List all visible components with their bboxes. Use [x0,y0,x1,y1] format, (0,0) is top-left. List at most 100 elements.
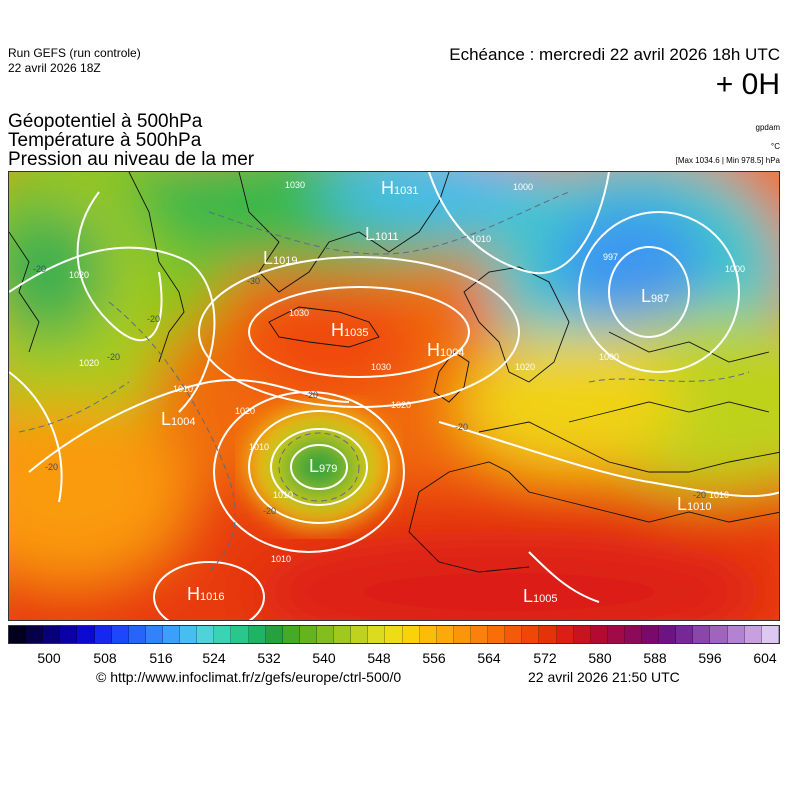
colorbar-swatch [590,626,608,643]
colorbar-swatch [556,626,574,643]
colorbar-swatch [710,626,728,643]
colorbar-label: 604 [753,650,777,666]
colorbar-swatch [162,626,181,643]
colorbar-label: 540 [312,650,336,666]
colorbar-swatch [385,626,403,643]
colorbar-swatch [26,626,44,643]
pressure-center: L1019 [263,248,298,268]
colorbar-swatch [214,626,232,643]
colorbar-label: 524 [202,650,226,666]
isotherm-label: -20 [263,506,277,516]
colorbar-label: 532 [257,650,281,666]
isotherm-label: -20 [455,422,469,432]
pressure-center: L1011 [365,224,399,244]
colorbar-swatch [744,626,762,643]
field-title-temperature: Température à 500hPa [8,130,202,151]
colorbar-swatch [539,626,557,643]
isobar-label: 1030 [289,308,310,318]
isobar-label: 1010 [249,442,270,452]
isotherms [18,191,750,573]
generation-time: 22 avril 2026 21:50 UTC [528,669,680,685]
source-credit: © http://www.infoclimat.fr/z/gefs/europe… [96,669,402,685]
colorbar-label: 556 [422,650,446,666]
colorbar-label: 548 [367,650,391,666]
colorbar-swatch [727,626,745,643]
run-date: 22 avril 2026 18Z [8,61,101,75]
colorbar-swatch [351,626,369,643]
isobar-label: 1020 [515,362,536,372]
isotherm-label: -30 [247,276,261,286]
colorbar-swatch [111,626,129,643]
colorbar-swatch [607,626,625,643]
forecast-valid-time: Echéance : mercredi 22 avril 2026 18h UT… [449,45,780,64]
isobar-label: 997 [603,252,619,262]
colorbar-swatch [128,626,146,643]
pressure-center: H1016 [187,584,225,604]
colorbar-swatch [43,626,61,643]
colorbar-swatch [624,626,643,643]
colorbar-swatch [522,626,540,643]
isotherm-label: -20 [45,462,59,472]
cut-off-low-field [249,407,389,527]
run-label: Run GEFS (run controle) [8,46,141,60]
field-title-pressure: Pression au niveau de la mer [8,149,255,170]
colorbar-swatch [488,626,506,643]
pressure-center: L1004 [161,409,196,429]
colorbar-swatch [761,626,779,643]
colorbar-swatch [316,626,335,643]
colorbar-label: 516 [149,650,173,666]
colorbar-label: 588 [643,650,667,666]
isotherm-label: -20 [305,390,319,400]
isobar-label: 1010 [471,234,492,244]
isotherm-label: -20 [33,264,47,274]
isobars [9,172,779,620]
field-title-geopotential: Géopotentiel à 500hPa [8,111,203,132]
weather-map: H1031 L1011 L1019 H1035 H1004 L1004 L979… [8,171,780,621]
colorbar-swatch [180,626,198,643]
isobar-label: 1020 [235,406,256,416]
pressure-center: L987 [641,286,670,306]
colorbar-label: 572 [533,650,557,666]
colorbar-swatch [368,626,386,643]
colorbar-swatch [453,626,471,643]
coastlines [9,172,779,573]
colorbar-swatch [94,626,112,643]
colorbar-swatch [231,626,249,643]
isotherm-label: -20 [107,352,121,362]
colorbar-swatch [77,626,95,643]
colorbar-swatch [334,626,352,643]
isobar-label: 1020 [391,400,412,410]
colorbar-swatch [419,626,437,643]
colorbar-label: 500 [37,650,61,666]
colorbar-swatch [573,626,591,643]
isobar-label: 1020 [69,270,90,280]
weather-map-svg [9,172,779,620]
isobar-label: 1030 [371,362,392,372]
colorbar-swatch [659,626,677,643]
pressure-center: L979 [309,456,338,476]
isobar-label: 1030 [285,180,306,190]
colorbar-swatch [145,626,163,643]
colorbar-swatch [676,626,694,643]
isobar-label: 1000 [725,264,746,274]
isotherm-label: -20 [693,490,707,500]
pressure-center: H1004 [427,340,465,360]
colorbar-label: 564 [477,650,501,666]
isobar-label: 1000 [599,352,620,362]
colorbar [8,625,780,644]
isobar-label: 1010 [273,490,294,500]
colorbar-swatch [248,626,266,643]
pressure-center: L1010 [677,494,712,514]
pressure-max-min: [Max 1034.6 | Min 978.5] hPa [675,156,780,165]
isobar-label: 1010 [271,554,292,564]
isobar-label: 1010 [173,384,194,394]
colorbar-label: 508 [93,650,117,666]
colorbar-swatch [642,626,660,643]
colorbar-swatch [470,626,489,643]
pressure-center: H1031 [381,178,419,198]
colorbar-swatch [299,626,317,643]
isotherm-label: -20 [147,314,161,324]
isobar-label: 1020 [79,358,100,368]
colorbar-swatch [693,626,711,643]
colorbar-swatch [402,626,420,643]
